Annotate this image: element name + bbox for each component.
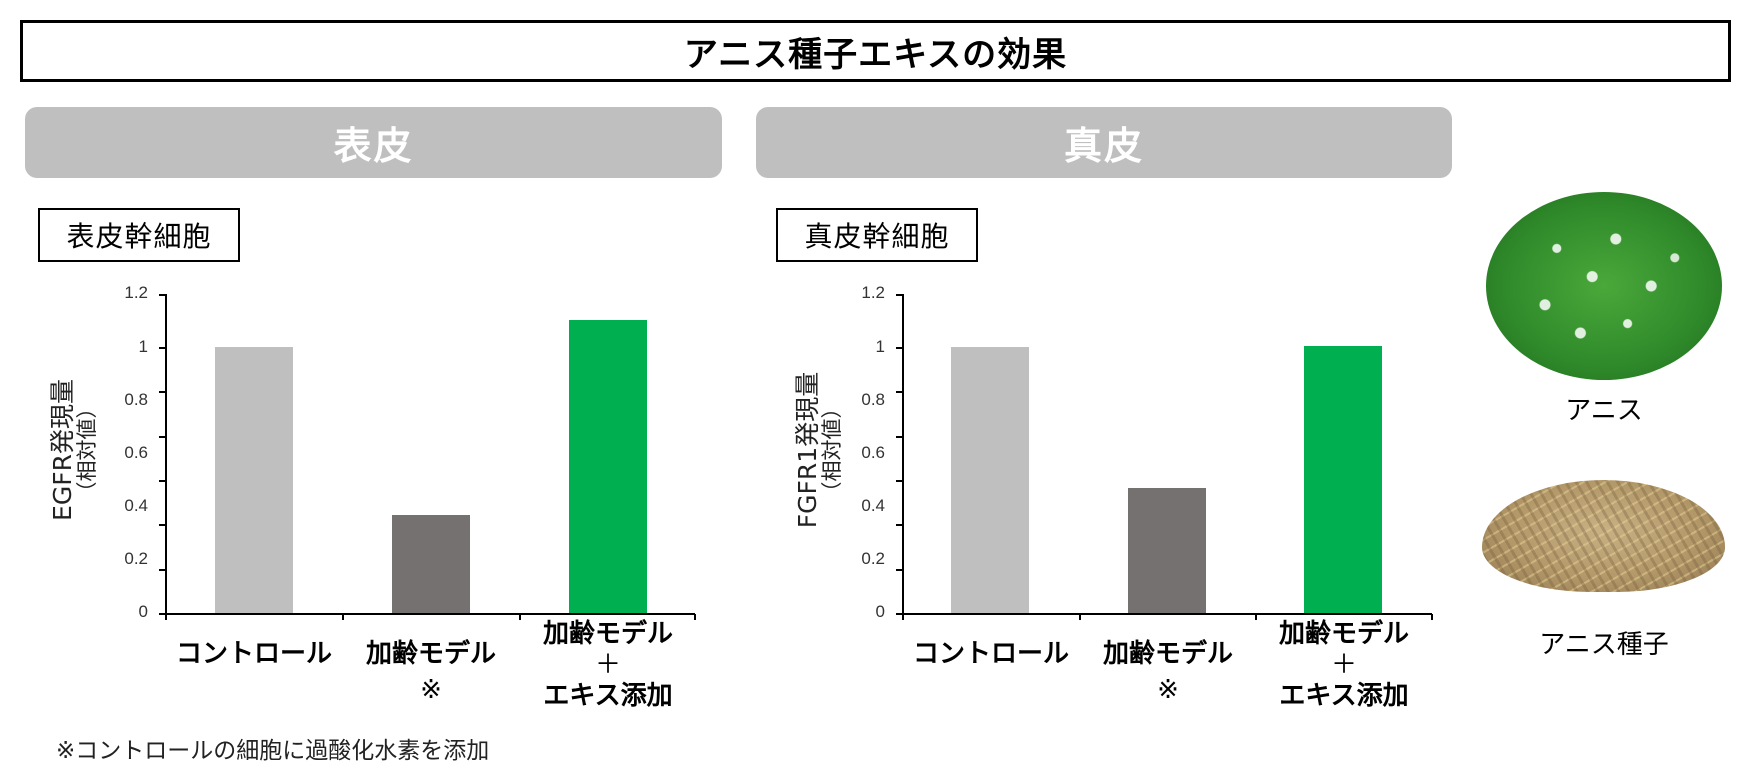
x-label-line: 加齢モデル <box>1102 639 1233 669</box>
y-tick <box>896 347 903 349</box>
x-label-asterisk: ※ <box>1157 675 1179 705</box>
y-tick-label: 0.4 <box>861 496 885 515</box>
x-tick <box>342 614 344 620</box>
x-label-aging-plus-extract: 加齢モデル ＋ エキス添加 <box>519 616 697 714</box>
x-tick <box>519 614 521 620</box>
y-axis-title-line2: （相対値） <box>820 397 845 503</box>
y-tick <box>159 613 166 615</box>
chart-epidermis: EGFR発現量 （相対値） 0 0.2 0.4 0.6 0.8 1 1.2 コン… <box>0 0 740 781</box>
anise-caption: アニス <box>1565 396 1643 426</box>
x-label-line: 加齢モデル <box>365 639 496 669</box>
y-tick <box>896 391 903 393</box>
x-label-line: 加齢モデル <box>1278 619 1409 649</box>
x-label-aging-model: 加齢モデル ※ <box>342 636 520 708</box>
y-tick <box>159 480 166 482</box>
y-tick <box>896 294 903 296</box>
x-tick <box>1255 614 1257 620</box>
bar-control <box>951 347 1029 613</box>
bar-aging-plus-extract <box>1304 346 1382 613</box>
section-header-epidermis: 表皮 <box>25 107 722 178</box>
x-label-aging-model: 加齢モデル ※ <box>1079 636 1257 708</box>
y-tick <box>159 524 166 526</box>
y-axis <box>165 294 167 614</box>
x-label-aging-plus-extract: 加齢モデル ＋ エキス添加 <box>1255 616 1433 714</box>
y-tick <box>159 569 166 571</box>
x-label-line: コントロール <box>175 639 332 669</box>
x-label-control: コントロール <box>165 636 343 672</box>
anise-seed-photo <box>1482 480 1725 592</box>
x-label-line: 加齢モデル <box>542 619 673 649</box>
y-axis-title-line1: FGFR1発現量 <box>793 371 822 529</box>
bar-control <box>215 347 293 613</box>
x-tick <box>165 614 167 620</box>
bar-aging-model <box>1128 488 1206 613</box>
chart-title-dermal-stem-cells: 真皮幹細胞 <box>776 208 978 262</box>
bar-aging-plus-extract <box>569 320 647 613</box>
y-tick <box>159 436 166 438</box>
y-tick-label: 0 <box>875 602 885 621</box>
anise-seed-caption: アニス種子 <box>1539 630 1669 660</box>
bar-aging-model <box>392 515 470 613</box>
page-title: アニス種子エキスの効果 <box>20 20 1731 82</box>
footnote: ※コントロールの細胞に過酸化水素を添加 <box>56 738 490 764</box>
y-axis <box>902 294 904 614</box>
x-label-line: エキス添加 <box>1279 681 1409 711</box>
x-label-asterisk: ※ <box>420 675 442 705</box>
y-tick <box>159 391 166 393</box>
x-tick <box>1431 614 1433 620</box>
y-tick <box>896 569 903 571</box>
y-tick-label: 1 <box>138 337 148 356</box>
y-tick-label: 0 <box>138 602 148 621</box>
x-tick <box>1079 614 1081 620</box>
y-tick-label: 1.2 <box>861 283 885 302</box>
y-tick <box>896 480 903 482</box>
y-tick-label: 0.6 <box>124 443 148 462</box>
y-tick-label: 0.2 <box>124 549 148 568</box>
x-tick <box>694 614 696 620</box>
x-axis <box>165 613 695 615</box>
y-tick <box>159 347 166 349</box>
x-label-line: コントロール <box>912 639 1069 669</box>
y-tick <box>159 294 166 296</box>
chart-title-epidermal-stem-cells: 表皮幹細胞 <box>38 208 240 262</box>
y-tick-label: 0.8 <box>861 390 885 409</box>
x-label-plus: ＋ <box>594 650 621 680</box>
y-tick-label: 0.4 <box>124 496 148 515</box>
x-label-control: コントロール <box>902 636 1080 672</box>
y-tick-label: 1 <box>875 337 885 356</box>
section-header-dermis: 真皮 <box>756 107 1452 178</box>
chart-dermis: FGFR1発現量 （相対値） 0 0.2 0.4 0.6 0.8 1 1.2 コ… <box>793 283 1433 714</box>
y-tick <box>896 436 903 438</box>
y-tick-label: 0.8 <box>124 390 148 409</box>
y-tick-label: 0.2 <box>861 549 885 568</box>
x-tick <box>902 614 904 620</box>
y-tick <box>896 613 903 615</box>
x-label-plus: ＋ <box>1330 650 1357 680</box>
y-tick-label: 0.6 <box>861 443 885 462</box>
y-tick-label: 1.2 <box>124 283 148 302</box>
x-label-line: エキス添加 <box>543 681 673 711</box>
anise-flower-photo <box>1486 192 1722 380</box>
x-axis <box>902 613 1432 615</box>
y-tick <box>896 524 903 526</box>
